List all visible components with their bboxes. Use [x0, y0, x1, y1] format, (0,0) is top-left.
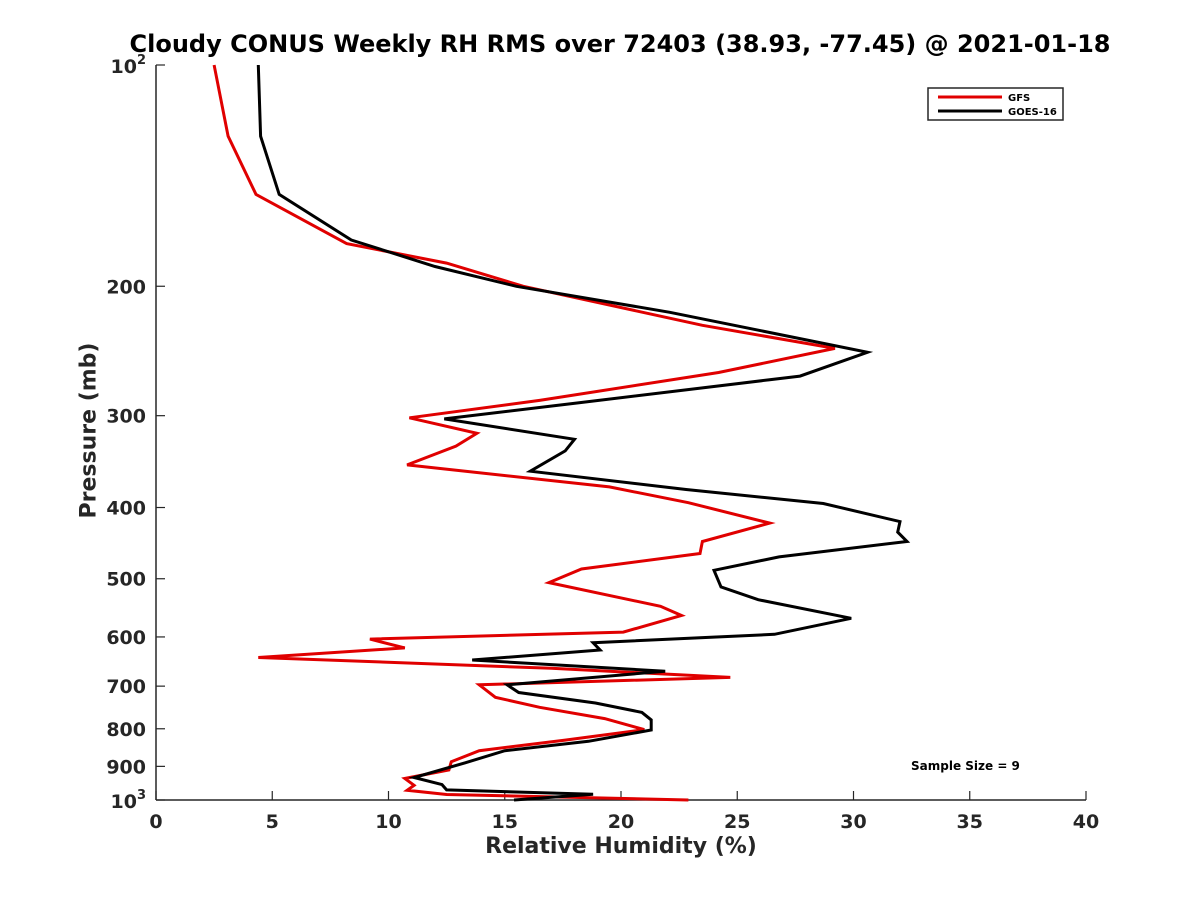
- y-tick-label: 700: [106, 676, 146, 698]
- chart-title: Cloudy CONUS Weekly RH RMS over 72403 (3…: [129, 30, 1111, 58]
- plot-axes: 0 5 10 15 20 25 30 35 40102200300400500600700800…: [106, 53, 1099, 833]
- y-axis-label: Pressure (mb): [76, 342, 102, 519]
- x-tick-label: 0: [149, 811, 162, 833]
- y-tick-label: 500: [106, 569, 146, 591]
- series-line-goes-16: [256, 64, 911, 802]
- x-tick-label: 25: [724, 811, 750, 833]
- x-tick-label: 10: [375, 811, 401, 833]
- y-tick-label: 103: [111, 788, 147, 813]
- y-tick-label: 300: [106, 406, 146, 428]
- legend-entry-label: GFS: [1008, 93, 1030, 104]
- y-tick-label-exponent: 2: [137, 53, 146, 68]
- y-tick-label-base: 10: [111, 791, 137, 813]
- y-tick-label: 400: [106, 498, 146, 520]
- y-tick-label: 800: [106, 719, 146, 741]
- y-tick-label-base: 10: [111, 56, 137, 78]
- sample-size-annotation: Sample Size = 9: [911, 759, 1020, 773]
- x-tick-label: 35: [957, 811, 983, 833]
- series-layer: [212, 64, 911, 802]
- x-tick-label: 15: [492, 811, 518, 833]
- legend-box: [927, 87, 1064, 121]
- y-tick-label: 600: [106, 627, 146, 649]
- x-tick-label: 30: [840, 811, 866, 833]
- y-tick-label-exponent: 3: [137, 788, 146, 803]
- y-tick-label: 102: [111, 53, 147, 78]
- x-tick-label: 5: [266, 811, 279, 833]
- y-tick-label: 900: [106, 756, 146, 778]
- x-axis-label: Relative Humidity (%): [485, 834, 757, 859]
- legend-entry-label: GOES-16: [1008, 107, 1057, 118]
- series-line-gfs: [212, 64, 836, 802]
- x-tick-label: 40: [1073, 811, 1099, 833]
- legend: GFS GOES-16: [927, 87, 1064, 121]
- y-tick-label: 200: [106, 276, 146, 298]
- x-tick-label: 20: [608, 811, 634, 833]
